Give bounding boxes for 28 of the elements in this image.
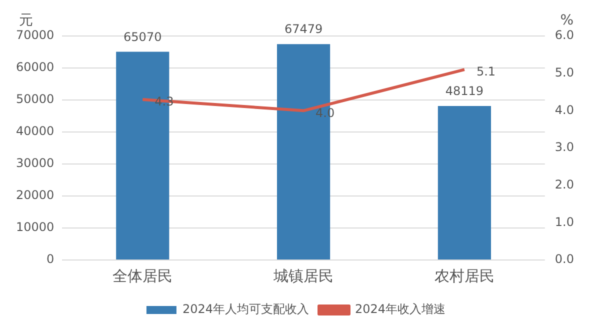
- y-tick-label: 0: [46, 252, 54, 266]
- legend-label: 2024年人均可支配收入: [182, 302, 310, 316]
- data-label: 4.3: [154, 94, 174, 109]
- y-tick-label: 50000: [16, 92, 54, 106]
- y2-tick-label: 5.0: [554, 65, 574, 80]
- x-tick-label: 农村居民: [434, 266, 494, 285]
- data-label: 65070: [124, 30, 162, 44]
- y-tick-label: 40000: [16, 124, 54, 138]
- y2-tick-label: 1.0: [554, 214, 574, 229]
- y2-tick-label: 3.0: [554, 140, 574, 154]
- data-label: 67479: [284, 22, 323, 36]
- y2-tick-label: 0.0: [554, 252, 574, 266]
- y-tick-label: 60000: [16, 60, 54, 74]
- y2-tick-label: 4.0: [554, 102, 574, 117]
- legend-label: 2024年收入增速: [355, 302, 446, 316]
- y-axis-title: 元: [19, 12, 33, 29]
- x-tick-label: 全体居民: [112, 266, 173, 285]
- y-tick-label: 70000: [16, 28, 54, 42]
- data-label: 48119: [445, 84, 484, 98]
- data-label: 5.1: [476, 64, 496, 79]
- bar: [438, 106, 492, 260]
- y-tick-label: 30000: [16, 156, 54, 170]
- y-tick-label: 10000: [16, 220, 54, 234]
- y-tick-label: 20000: [16, 188, 54, 202]
- y2-axis-title: %: [560, 12, 574, 29]
- x-tick-label: 城镇居民: [272, 266, 334, 285]
- y2-tick-label: 2.0: [554, 177, 574, 192]
- y2-tick-label: 6.0: [554, 28, 574, 42]
